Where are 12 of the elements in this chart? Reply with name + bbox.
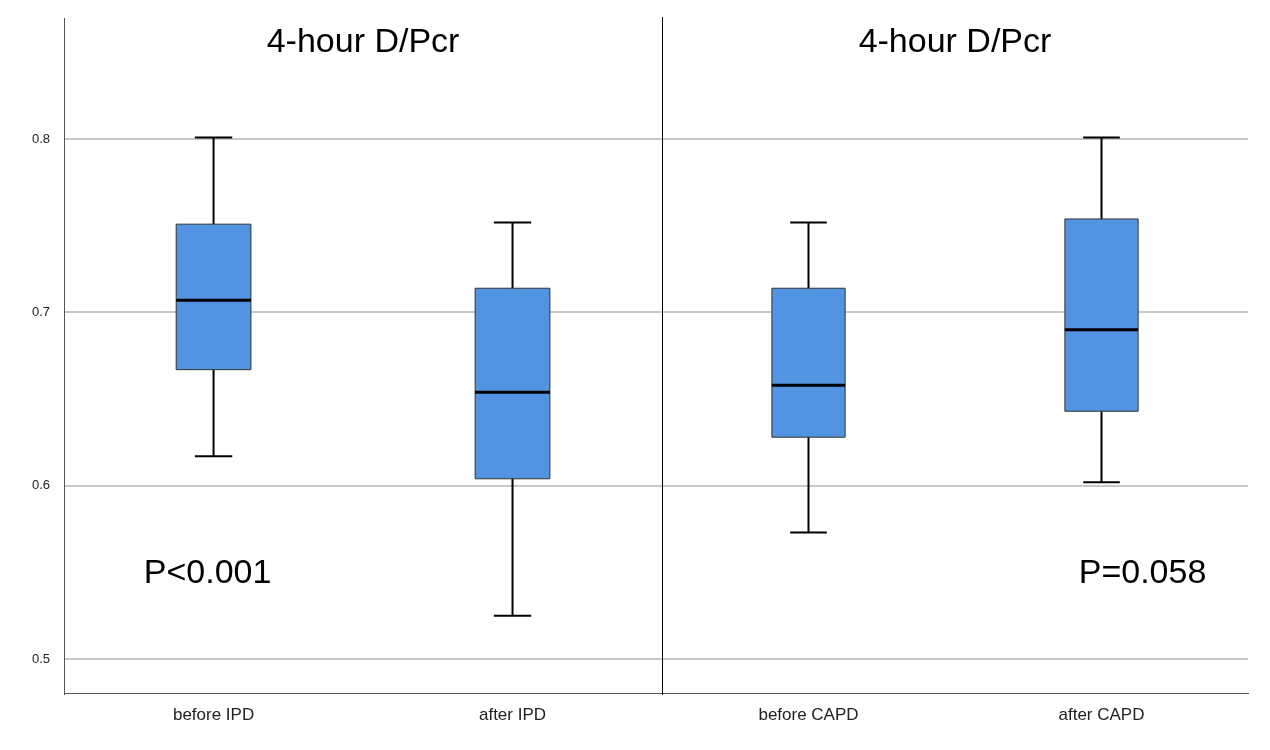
x-tick-label: after CAPD bbox=[1058, 705, 1145, 725]
y-tick-label: 0.8 bbox=[31, 130, 51, 146]
y-tick-label: 0.7 bbox=[31, 304, 51, 320]
y-tick-label: 0.6 bbox=[31, 477, 51, 493]
annotation: P=0.058 bbox=[1078, 551, 1207, 590]
chart-title: 4-hour D/Pcr bbox=[266, 21, 460, 60]
chart-title: 4-hour D/Pcr bbox=[858, 21, 1052, 60]
x-tick-label: before IPD bbox=[172, 705, 255, 725]
y-tick-label: 0.5 bbox=[31, 650, 51, 666]
x-tick-label: after IPD bbox=[478, 705, 547, 725]
x-tick-label: before CAPD bbox=[758, 705, 859, 725]
annotation: P<0.001 bbox=[143, 551, 272, 590]
